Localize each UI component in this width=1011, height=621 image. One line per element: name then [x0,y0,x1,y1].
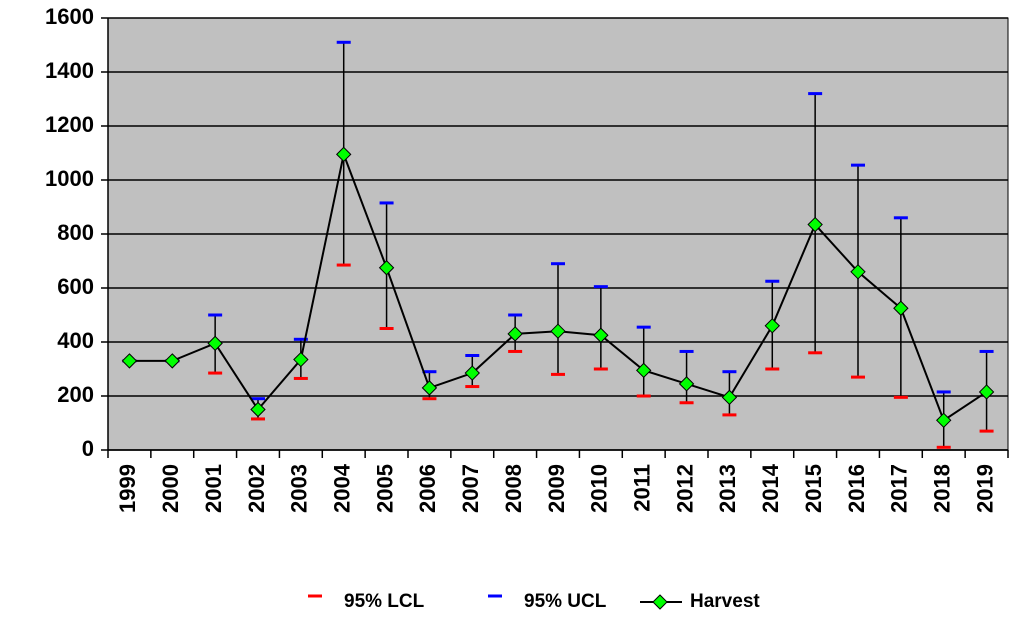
point-marker [250,401,266,418]
point-marker [164,353,180,369]
y-tick-label: 600 [57,274,94,299]
x-tick-label: 2015 [801,464,826,513]
point-marker [378,260,395,276]
legend: 95% LCL 95% UCL Harvest [308,591,760,612]
point-marker [978,384,995,400]
x-tick-label: 2007 [458,464,483,513]
point-marker [293,351,309,368]
x-tick-label: 2005 [372,464,397,513]
x-tick-label: 2006 [415,464,440,513]
x-tick-label: 2011 [630,464,655,512]
legend-label: Harvest [690,591,760,612]
point-marker [807,216,823,233]
point-marker [593,327,609,343]
x-tick-label: 2019 [972,464,997,513]
legend-marker [652,594,668,610]
y-tick-label: 400 [57,328,94,353]
x-tick-label: 2001 [201,464,226,513]
point-marker [207,335,223,352]
x-tick-label: 2014 [758,463,783,513]
x-tick-label: 2018 [930,464,955,513]
x-tick-label: 2000 [158,464,183,513]
x-tick-label: 2016 [844,464,869,513]
x-tick-label: 2012 [672,464,697,513]
x-tick-label: 2017 [887,464,912,513]
point-marker [336,146,352,163]
legend-label: 95% UCL [524,591,607,612]
point-marker [893,300,909,316]
y-tick-label: 1600 [45,4,94,29]
x-tick-label: 1999 [115,464,140,513]
y-tick-label: 800 [57,220,94,245]
y-tick-label: 1400 [45,58,94,83]
point-marker [507,326,523,342]
x-tick-label: 2008 [501,464,526,513]
x-tick-label: 2010 [587,464,612,513]
x-tick-label: 2009 [544,464,569,513]
point-marker [678,376,695,392]
y-tick-label: 0 [82,436,94,461]
point-marker [764,318,780,334]
point-marker [636,362,652,379]
legend-label: 95% LCL [344,591,425,612]
x-tick-label: 2004 [330,463,355,513]
point-marker [936,412,952,429]
y-tick-label: 200 [57,382,94,407]
point-marker [550,323,566,339]
y-tick-label: 1000 [45,166,94,191]
x-tick-label: 2003 [287,464,312,513]
point-marker [721,389,738,406]
point-marker [850,264,866,280]
point-marker [121,353,138,369]
point-marker [464,365,480,381]
point-marker [421,380,438,396]
y-tick-label: 1200 [45,112,94,137]
x-tick-label: 2002 [244,464,269,513]
x-tick-label: 2013 [715,464,740,513]
